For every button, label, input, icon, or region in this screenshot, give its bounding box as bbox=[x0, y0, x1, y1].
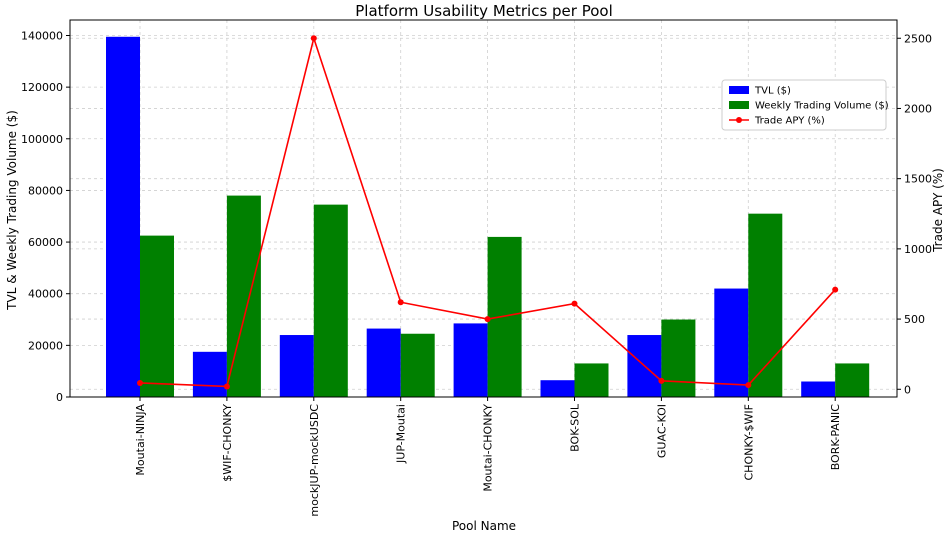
x-tick-label: $WIF-CHONKY bbox=[221, 404, 234, 482]
tvl-bar bbox=[714, 288, 749, 397]
y2-tick-label: 2000 bbox=[904, 102, 932, 115]
tvl-bar bbox=[106, 36, 140, 398]
x-tick-label: GUAC-KOI bbox=[655, 404, 668, 458]
apy-point bbox=[484, 316, 491, 323]
legend-marker bbox=[736, 117, 742, 123]
legend-label: Weekly Trading Volume ($) bbox=[755, 101, 889, 112]
x-tick-label: JUP-Moutai bbox=[395, 404, 408, 464]
tvl-bar bbox=[540, 380, 575, 397]
volume-bar bbox=[574, 363, 609, 397]
y-tick-label: 140000 bbox=[21, 29, 63, 42]
legend-box bbox=[721, 79, 887, 131]
volume-bar bbox=[748, 213, 783, 397]
tvl-bar bbox=[453, 323, 488, 397]
legend-label: TVL ($) bbox=[754, 86, 791, 97]
tvl-bar bbox=[279, 335, 314, 397]
legend-swatch bbox=[729, 86, 749, 94]
x-tick-label: mockJUP-mockUSDC bbox=[308, 404, 321, 517]
x-tick-label: Moutai-NINJA bbox=[134, 404, 147, 476]
axes-layer bbox=[69, 19, 898, 398]
apy-point bbox=[397, 299, 404, 306]
apy-point bbox=[745, 382, 752, 389]
bars-layer bbox=[106, 36, 870, 398]
x-tick-label: Moutai-CHONKY bbox=[482, 404, 495, 492]
x-axis-label: Pool Name bbox=[452, 519, 516, 533]
ticks-layer: 0 20000 40000 60000 80000 100000 120000 140000 0… bbox=[21, 29, 932, 516]
y-tick-label: 100000 bbox=[21, 133, 63, 146]
tvl-bar bbox=[366, 328, 401, 397]
legend-swatch bbox=[729, 101, 749, 109]
tvl-bar bbox=[192, 351, 227, 397]
volume-bar bbox=[661, 319, 696, 397]
y2-tick-label: 0 bbox=[904, 383, 911, 396]
volume-bar bbox=[140, 235, 174, 397]
y-tick-label: 0 bbox=[56, 391, 63, 404]
volume-bar bbox=[313, 204, 348, 397]
apy-point bbox=[571, 300, 578, 307]
x-tick-label: BOK-SOL bbox=[569, 403, 582, 452]
y2-tick-label: 500 bbox=[904, 313, 925, 326]
line-layer bbox=[137, 35, 839, 390]
y-axis-label: TVL & Weekly Trading Volume ($) bbox=[5, 110, 19, 311]
apy-point bbox=[832, 286, 839, 293]
x-tick-label: BORK-PANIC bbox=[829, 404, 842, 471]
y-tick-label: 60000 bbox=[28, 236, 63, 249]
tvl-bar bbox=[801, 381, 836, 397]
y-tick-label: 20000 bbox=[28, 339, 63, 352]
volume-bar bbox=[835, 363, 870, 397]
legend: TVL ($) Weekly Trading Volume ($) Trade AP… bbox=[721, 79, 889, 131]
apy-point bbox=[658, 377, 665, 384]
y2-tick-label: 1500 bbox=[904, 173, 932, 186]
plot-frame bbox=[69, 19, 898, 398]
y2-tick-label: 2500 bbox=[904, 32, 932, 45]
y2-axis-label: Trade APY (%) bbox=[931, 168, 945, 253]
apy-point bbox=[310, 35, 317, 42]
chart-title: Platform Usability Metrics per Pool bbox=[355, 2, 613, 20]
volume-bar bbox=[487, 236, 522, 397]
x-tick-label: CHONKY-$WIF bbox=[742, 404, 755, 481]
y-tick-label: 80000 bbox=[28, 184, 63, 197]
legend-label: Trade APY (%) bbox=[754, 116, 825, 127]
y2-tick-label: 1000 bbox=[904, 243, 932, 256]
apy-point bbox=[223, 383, 230, 390]
volume-bar bbox=[400, 333, 435, 397]
y-tick-label: 40000 bbox=[28, 288, 63, 301]
y-tick-label: 120000 bbox=[21, 81, 63, 94]
apy-point bbox=[137, 379, 143, 386]
